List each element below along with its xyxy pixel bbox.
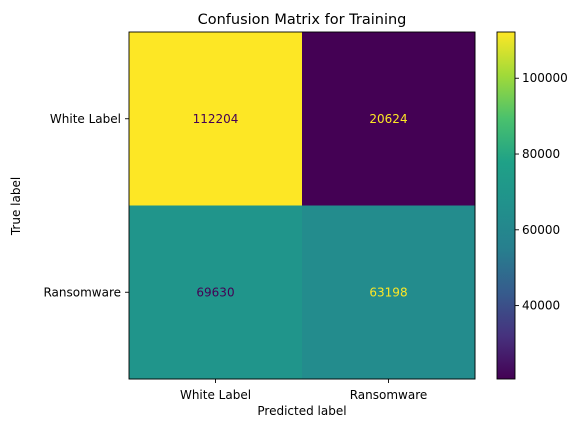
colorbar-ticks: 40000 60000 80000 100000 [515, 71, 568, 313]
cell-value-labels: 112204 20624 69630 63198 [193, 112, 408, 300]
y-axis-label: True label [9, 177, 23, 236]
y-tick-label: White Label [50, 112, 121, 126]
heatmap-cell [302, 32, 476, 206]
heatmap-cell [129, 32, 303, 206]
heatmap-cell [129, 205, 303, 380]
y-tick-label: Ransomware [43, 285, 121, 299]
cell-value-label: 112204 [193, 112, 239, 126]
x-axis: White Label Ransomware [180, 379, 427, 402]
colorbar-tick-label: 80000 [522, 147, 560, 161]
x-tick-label: Ransomware [350, 388, 428, 402]
cell-value-label: 20624 [369, 112, 407, 126]
colorbar-tick-label: 100000 [522, 71, 568, 85]
heatmap-cell [302, 205, 476, 380]
cell-value-label: 69630 [196, 285, 234, 299]
colorbar [496, 31, 516, 380]
plot-frame [128, 31, 476, 380]
heatmap-cells [129, 32, 476, 380]
y-axis: White Label Ransomware [43, 112, 129, 299]
cell-value-label: 63198 [369, 285, 407, 299]
colorbar-tick-label: 60000 [522, 223, 560, 237]
chart-title: Confusion Matrix for Training [198, 12, 407, 28]
colorbar-tick-label: 40000 [522, 299, 560, 313]
x-axis-label: Predicted label [257, 404, 346, 418]
x-tick-label: White Label [180, 388, 251, 402]
